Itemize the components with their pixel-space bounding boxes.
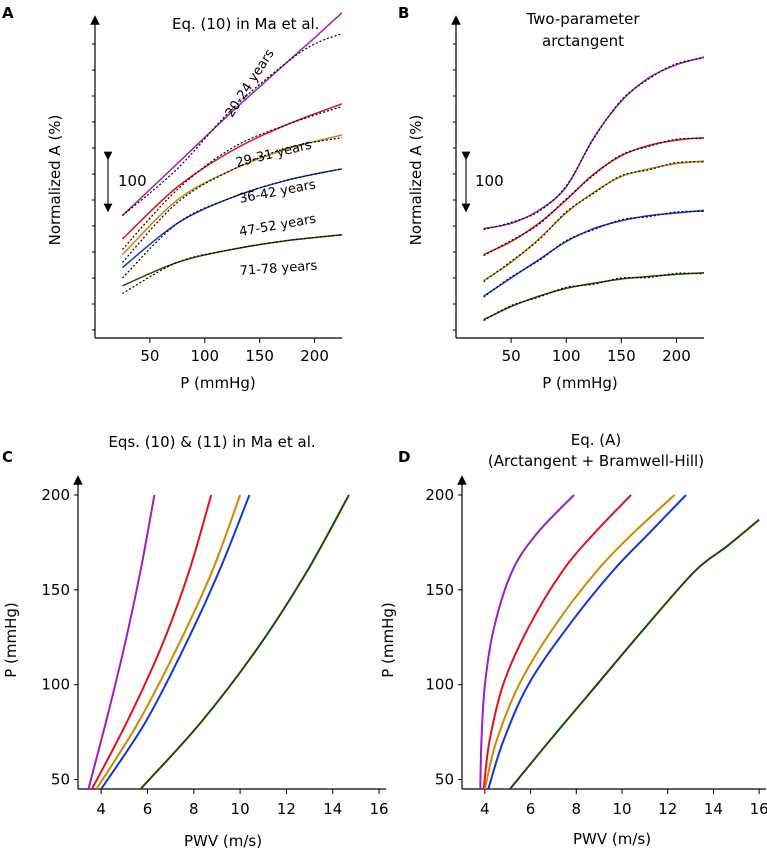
x-tick-label: 16 — [370, 800, 389, 818]
series-line-20-24-years — [87, 494, 156, 790]
x-tick-label: 150 — [607, 347, 636, 365]
y-tick-label: 150 — [425, 581, 454, 599]
x-tick-label: 14 — [704, 800, 723, 818]
x-tick-label: 8 — [572, 800, 582, 818]
panel-d-x-ticks: 4 6 8 10 12 14 16 — [480, 789, 767, 818]
measured-data-71-78-years — [122, 234, 343, 295]
panel-c-y-label: P (mmHg) — [2, 602, 20, 678]
panel-d-y-ticks: 50 100 150 200 — [425, 486, 462, 789]
x-tick-label: 8 — [189, 800, 199, 818]
panel-d-letter: D — [398, 448, 410, 466]
panel-b-y-label: Normalized A (%) — [407, 115, 425, 246]
x-tick-label: 10 — [231, 800, 250, 818]
x-tick-label: 10 — [612, 800, 631, 818]
panel-b-letter: B — [398, 4, 409, 22]
panel-b-title-line1: Two-parameter — [525, 10, 640, 28]
series-line-29-31-years — [121, 103, 343, 240]
annotation-71-78-years: 71-78 years — [239, 259, 318, 279]
panel-a-x-label: P (mmHg) — [180, 374, 256, 392]
panel-b-x-ticks: 50 100 150 200 — [502, 338, 691, 365]
panel-a-y-ticks — [92, 43, 95, 331]
series-line-29-31-years — [482, 494, 632, 790]
measured-data-36-42-years — [121, 137, 343, 263]
panel-a: A Eq. (10) in Ma et al. 50 100 150 200 100 … — [2, 4, 343, 392]
series-line-47-52-years — [487, 494, 687, 790]
panel-b-scale-label: 100 — [475, 172, 504, 190]
panel-c-x-ticks: 4 6 8 10 12 14 16 — [96, 789, 389, 818]
panel-c-y-ticks: 50 100 150 200 — [41, 486, 78, 789]
panel-d-title-line2: (Arctangent + Bramwell-Hill) — [488, 452, 704, 470]
panel-b-series — [483, 56, 705, 322]
measured-data-29-31-years — [121, 105, 343, 250]
panel-a-y-label: Normalized A (%) — [46, 115, 64, 246]
panel-a-letter: A — [2, 4, 14, 22]
panel-a-series — [121, 12, 343, 295]
series-line-36-42-years — [483, 160, 705, 282]
x-tick-label: 200 — [662, 347, 691, 365]
y-tick-label: 150 — [41, 581, 70, 599]
x-tick-label: 14 — [323, 800, 342, 818]
series-line-36-42-years — [483, 494, 676, 790]
panel-d-title-line1: Eq. (A) — [571, 431, 622, 449]
x-tick-label: 150 — [245, 347, 274, 365]
y-tick-label: 200 — [41, 486, 70, 504]
panel-d: D Eq. (A) (Arctangent + Bramwell-Hill) 5… — [379, 431, 767, 848]
y-tick-label: 50 — [51, 771, 70, 789]
panel-a-title: Eq. (10) in Ma et al. — [172, 15, 319, 33]
panel-a-x-ticks: 50 100 150 200 — [140, 338, 329, 365]
y-tick-label: 100 — [425, 676, 454, 694]
measured-data-71-78-years — [483, 272, 705, 322]
x-tick-label: 200 — [300, 347, 329, 365]
series-line-36-42-years — [95, 494, 242, 790]
series-line-71-78-years — [483, 272, 705, 321]
annotation-36-42-years: 36-42 years — [238, 177, 317, 207]
series-line-71-78-years — [509, 518, 760, 790]
x-tick-label: 100 — [190, 347, 219, 365]
panel-c: C Eqs. (10) & (11) in Ma et al. 50 100 150… — [2, 433, 389, 850]
x-tick-label: 12 — [658, 800, 677, 818]
panel-c-series — [87, 494, 350, 790]
panel-c-x-label: PWV (m/s) — [184, 832, 262, 850]
panel-b-y-ticks — [453, 43, 456, 331]
series-line-29-31-years — [91, 494, 213, 790]
measured-data-36-42-years — [483, 161, 705, 283]
series-line-47-52-years — [100, 494, 251, 790]
panel-c-letter: C — [2, 448, 13, 466]
x-tick-label: 6 — [143, 800, 153, 818]
panel-d-series — [479, 494, 760, 790]
x-tick-label: 4 — [480, 800, 490, 818]
series-line-47-52-years — [483, 209, 705, 297]
x-tick-label: 50 — [502, 347, 521, 365]
y-tick-label: 50 — [435, 771, 454, 789]
x-tick-label: 100 — [552, 347, 581, 365]
annotation-20-24-years: 20-24 years — [223, 47, 278, 121]
x-tick-label: 50 — [140, 347, 159, 365]
panel-c-title: Eqs. (10) & (11) in Ma et al. — [108, 433, 315, 451]
panel-d-y-label: P (mmHg) — [379, 602, 397, 678]
x-tick-label: 6 — [526, 800, 536, 818]
series-line-20-24-years — [479, 494, 575, 790]
panel-b-title-line2: arctangent — [542, 32, 624, 50]
x-tick-label: 4 — [96, 800, 106, 818]
measured-data-20-24-years — [483, 57, 705, 231]
measured-data-47-52-years — [121, 168, 343, 279]
panel-b: B Two-parameter arctangent 50 100 150 200 1… — [398, 4, 705, 392]
y-tick-label: 100 — [41, 676, 70, 694]
series-line-20-24-years — [121, 12, 343, 217]
panel-d-x-label: PWV (m/s) — [573, 830, 651, 848]
x-tick-label: 16 — [750, 800, 767, 818]
series-line-20-24-years — [483, 56, 705, 230]
series-line-71-78-years — [139, 494, 350, 790]
measured-data-29-31-years — [483, 137, 705, 257]
panel-b-x-label: P (mmHg) — [542, 374, 618, 392]
panel-a-scale-label: 100 — [118, 172, 147, 190]
y-tick-label: 200 — [425, 486, 454, 504]
x-tick-label: 12 — [277, 800, 296, 818]
annotation-47-52-years: 47-52 years — [238, 212, 317, 240]
